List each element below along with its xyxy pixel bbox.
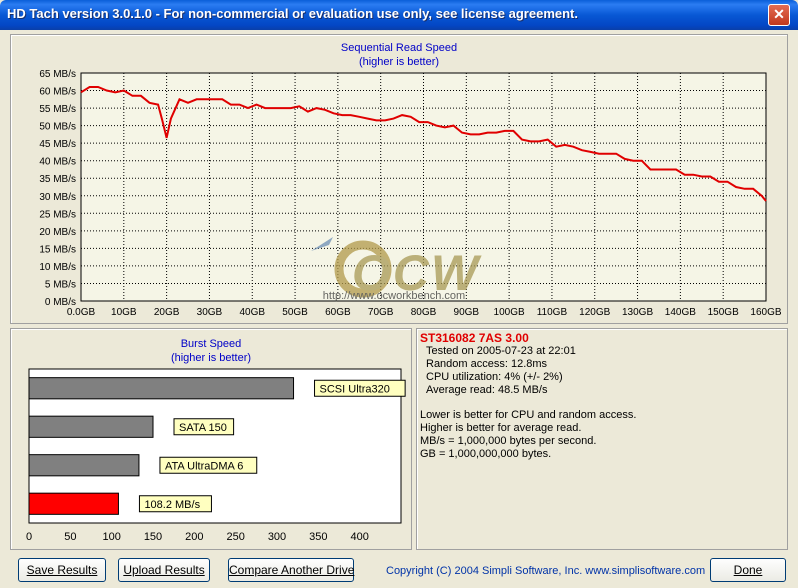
upload-results-label: Upload Results bbox=[123, 563, 205, 577]
burst-bar-label: ATA UltraDMA 6 bbox=[165, 460, 243, 472]
drive-info-panel: ST316082 7AS 3.00 Tested on 2005-07-23 a… bbox=[416, 328, 788, 550]
y-tick-label: 35 MB/s bbox=[39, 174, 76, 185]
burst-label-box bbox=[173, 418, 235, 436]
cpu-utilization: CPU utilization: 4% (+/- 2%) bbox=[426, 371, 563, 383]
note-higher-better: Higher is better for average read. bbox=[420, 422, 582, 434]
watermark-url: http://www.ocworkbench.com bbox=[323, 290, 465, 302]
average-read: Average read: 48.5 MB/s bbox=[426, 384, 548, 396]
compare-drive-label: Compare Another Drive bbox=[229, 563, 355, 577]
x-tick-label: 10GB bbox=[111, 307, 137, 318]
burst-speed-chart: Burst Speed (higher is better) 0 50 100 150… bbox=[26, 338, 406, 543]
y-tick-label: 65 MB/s bbox=[39, 69, 76, 80]
note-gb-definition: GB = 1,000,000,000 bytes. bbox=[420, 448, 552, 460]
random-access: Random access: 12.8ms bbox=[426, 358, 548, 370]
x-tick-label: 150GB bbox=[708, 307, 739, 318]
x-tick-label: 110GB bbox=[537, 307, 568, 318]
sequential-read-panel: Sequential Read Speed (higher is better)… bbox=[10, 34, 788, 324]
burst-bar bbox=[28, 415, 154, 438]
close-icon: ✕ bbox=[773, 6, 785, 22]
note-lower-better: Lower is better for CPU and random acces… bbox=[420, 409, 637, 421]
title-bar[interactable]: HD Tach version 3.0.1.0 - For non-commer… bbox=[0, 0, 798, 30]
y-tick-label: 40 MB/s bbox=[39, 157, 76, 168]
burst-x-tick-label: 0 bbox=[26, 531, 32, 543]
burst-axes: 0 50 100 150 200 250 300 350 400 bbox=[26, 531, 369, 543]
y-tick-label: 60 MB/s bbox=[39, 87, 76, 98]
y-tick-label: 5 MB/s bbox=[45, 279, 76, 290]
burst-x-tick-label: 150 bbox=[144, 531, 162, 543]
chart-title: Sequential Read Speed bbox=[341, 42, 457, 54]
y-tick-label: 0 MB/s bbox=[45, 297, 76, 308]
burst-bar bbox=[28, 454, 140, 477]
burst-label-box bbox=[314, 379, 406, 397]
x-tick-label: 70GB bbox=[368, 307, 394, 318]
y-tick-label: 30 MB/s bbox=[39, 192, 76, 203]
axes: 0 MB/s 5 MB/s 10 MB/s 15 MB/s 20 MB/s 25 MB/s… bbox=[39, 69, 782, 318]
burst-bar bbox=[28, 377, 295, 400]
burst-x-tick-label: 350 bbox=[309, 531, 327, 543]
upload-results-button[interactable]: Upload Results bbox=[118, 558, 210, 582]
watermark-logo: OCW bbox=[352, 245, 482, 301]
burst-x-tick-label: 50 bbox=[64, 531, 76, 543]
x-tick-label: 60GB bbox=[325, 307, 351, 318]
x-tick-label: 120GB bbox=[579, 307, 610, 318]
x-tick-label: 140GB bbox=[665, 307, 696, 318]
y-tick-label: 25 MB/s bbox=[39, 209, 76, 220]
sequential-read-chart: Sequential Read Speed (higher is better)… bbox=[39, 42, 782, 318]
x-tick-label: 90GB bbox=[454, 307, 480, 318]
done-button[interactable]: Done bbox=[710, 558, 786, 582]
burst-bar bbox=[28, 492, 119, 515]
save-results-label: Save Results bbox=[26, 563, 98, 577]
compare-drive-button[interactable]: Compare Another Drive bbox=[228, 558, 354, 582]
burst-bar-label: 108.2 MB/s bbox=[144, 499, 200, 511]
burst-bar-label: SCSI Ultra320 bbox=[320, 383, 390, 395]
burst-x-tick-label: 250 bbox=[226, 531, 244, 543]
x-tick-label: 40GB bbox=[239, 307, 265, 318]
burst-subtitle: (higher is better) bbox=[171, 352, 251, 364]
tested-on: Tested on 2005-07-23 at 22:01 bbox=[426, 345, 576, 357]
x-tick-label: 0.0GB bbox=[67, 307, 96, 318]
close-button[interactable]: ✕ bbox=[768, 4, 790, 26]
x-tick-label: 130GB bbox=[622, 307, 653, 318]
burst-bars: SCSI Ultra320 SATA 150 ATA UltraDMA 6 108.2… bbox=[28, 377, 406, 515]
x-tick-label: 80GB bbox=[411, 307, 437, 318]
y-tick-label: 10 MB/s bbox=[39, 262, 76, 273]
y-tick-label: 45 MB/s bbox=[39, 139, 76, 150]
series-line bbox=[80, 86, 767, 202]
ocw-watermark: OCW http://www.ocworkbench.com bbox=[311, 237, 482, 302]
y-tick-label: 50 MB/s bbox=[39, 122, 76, 133]
burst-bar-label: SATA 150 bbox=[179, 422, 227, 434]
burst-x-tick-label: 400 bbox=[350, 531, 368, 543]
burst-label-box bbox=[159, 456, 258, 474]
burst-x-tick-label: 100 bbox=[102, 531, 120, 543]
x-tick-label: 50GB bbox=[282, 307, 308, 318]
y-tick-label: 15 MB/s bbox=[39, 244, 76, 255]
x-tick-label: 100GB bbox=[494, 307, 525, 318]
x-tick-label: 30GB bbox=[197, 307, 223, 318]
y-tick-label: 20 MB/s bbox=[39, 227, 76, 238]
burst-x-tick-label: 200 bbox=[185, 531, 203, 543]
x-tick-label: 20GB bbox=[154, 307, 180, 318]
burst-x-tick-label: 300 bbox=[268, 531, 286, 543]
watermark-logo-ring bbox=[334, 240, 392, 298]
note-mbs-definition: MB/s = 1,000,000 bytes per second. bbox=[420, 435, 597, 447]
done-label: Done bbox=[733, 563, 763, 577]
save-results-button[interactable]: Save Results bbox=[18, 558, 106, 582]
burst-label-box bbox=[138, 495, 212, 513]
drive-name: ST316082 7AS 3.00 bbox=[420, 331, 529, 345]
x-tick-label: 160GB bbox=[750, 307, 781, 318]
copyright-text: Copyright (C) 2004 Simpli Software, Inc.… bbox=[386, 565, 706, 577]
y-tick-label: 55 MB/s bbox=[39, 104, 76, 115]
chart-subtitle: (higher is better) bbox=[359, 56, 439, 68]
burst-speed-panel: Burst Speed (higher is better) 0 50 100 150… bbox=[10, 328, 412, 550]
burst-title: Burst Speed bbox=[181, 338, 242, 350]
watermark-pen-icon bbox=[311, 237, 333, 251]
window-title: HD Tach version 3.0.1.0 - For non-commer… bbox=[7, 6, 578, 21]
